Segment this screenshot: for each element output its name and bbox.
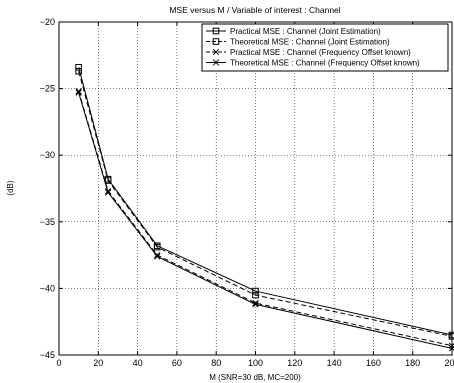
x-tick-label: 0 bbox=[56, 358, 61, 368]
grid bbox=[59, 22, 452, 355]
y-tick-label: −45 bbox=[40, 350, 55, 360]
y-tick-label: −40 bbox=[40, 283, 55, 293]
series-line-1 bbox=[78, 67, 453, 336]
data-point bbox=[448, 333, 454, 340]
legend-marker bbox=[212, 59, 220, 66]
legend-marker bbox=[212, 38, 220, 45]
legend-marker bbox=[212, 48, 220, 56]
data-point bbox=[75, 88, 82, 95]
y-tick-label: −20 bbox=[40, 17, 55, 27]
chart-title: MSE versus M / Variable of interest : Ch… bbox=[169, 5, 340, 15]
x-tick-label: 100 bbox=[248, 358, 263, 368]
y-tick-label: −25 bbox=[40, 84, 55, 94]
y-axis-label: (dB) bbox=[6, 180, 15, 195]
x-tick-label: 60 bbox=[172, 358, 182, 368]
data-point bbox=[153, 243, 161, 251]
marker-stroke bbox=[252, 301, 259, 308]
x-tick-label: 80 bbox=[211, 358, 221, 368]
marker-stroke bbox=[252, 299, 259, 307]
legend-entry-label: Practical MSE : Channel (Frequency Offse… bbox=[230, 48, 411, 57]
x-tick-label: 20 bbox=[93, 358, 103, 368]
legend-marker bbox=[212, 27, 220, 35]
marker-stroke bbox=[154, 253, 161, 260]
x-tick-label: 200 bbox=[444, 358, 454, 368]
data-point bbox=[252, 301, 259, 308]
legend-entry-label: Practical MSE : Channel (Joint Estimatio… bbox=[230, 27, 381, 36]
marker-stroke bbox=[154, 251, 161, 259]
marker-stroke bbox=[75, 88, 82, 95]
y-tick-label: −35 bbox=[40, 217, 55, 227]
legend-box bbox=[201, 23, 449, 72]
data-point bbox=[75, 63, 82, 71]
x-tick-label: 120 bbox=[287, 358, 302, 368]
data-point bbox=[75, 67, 82, 75]
marker-stroke bbox=[75, 89, 82, 96]
marker-stroke bbox=[212, 59, 220, 66]
legend-entry-label: Theoretical MSE : Channel (Joint Estimat… bbox=[230, 38, 390, 47]
data-point bbox=[104, 189, 112, 196]
x-tick-label: 180 bbox=[405, 358, 420, 368]
x-tick-label: 160 bbox=[366, 358, 381, 368]
legend-entry-label: Theoretical MSE : Channel (Frequency Off… bbox=[230, 59, 420, 68]
series-line-3 bbox=[78, 91, 453, 347]
x-tick-label: 140 bbox=[327, 358, 342, 368]
y-tick-label: −30 bbox=[40, 150, 55, 160]
data-point bbox=[154, 253, 161, 260]
x-tick-label: 40 bbox=[133, 358, 143, 368]
x-axis-label: M (SNR=30 dB, MC=200) bbox=[209, 373, 301, 382]
series-line-4 bbox=[78, 92, 453, 349]
data-point bbox=[252, 287, 259, 295]
data-point bbox=[252, 291, 259, 299]
legend: Practical MSE : Channel (Joint Estimatio… bbox=[201, 23, 449, 72]
data-point bbox=[75, 89, 82, 96]
marker-stroke bbox=[104, 189, 112, 196]
marker-stroke bbox=[212, 48, 220, 56]
series-group bbox=[75, 63, 454, 352]
data-point bbox=[104, 177, 112, 184]
series-line-2 bbox=[78, 71, 453, 337]
